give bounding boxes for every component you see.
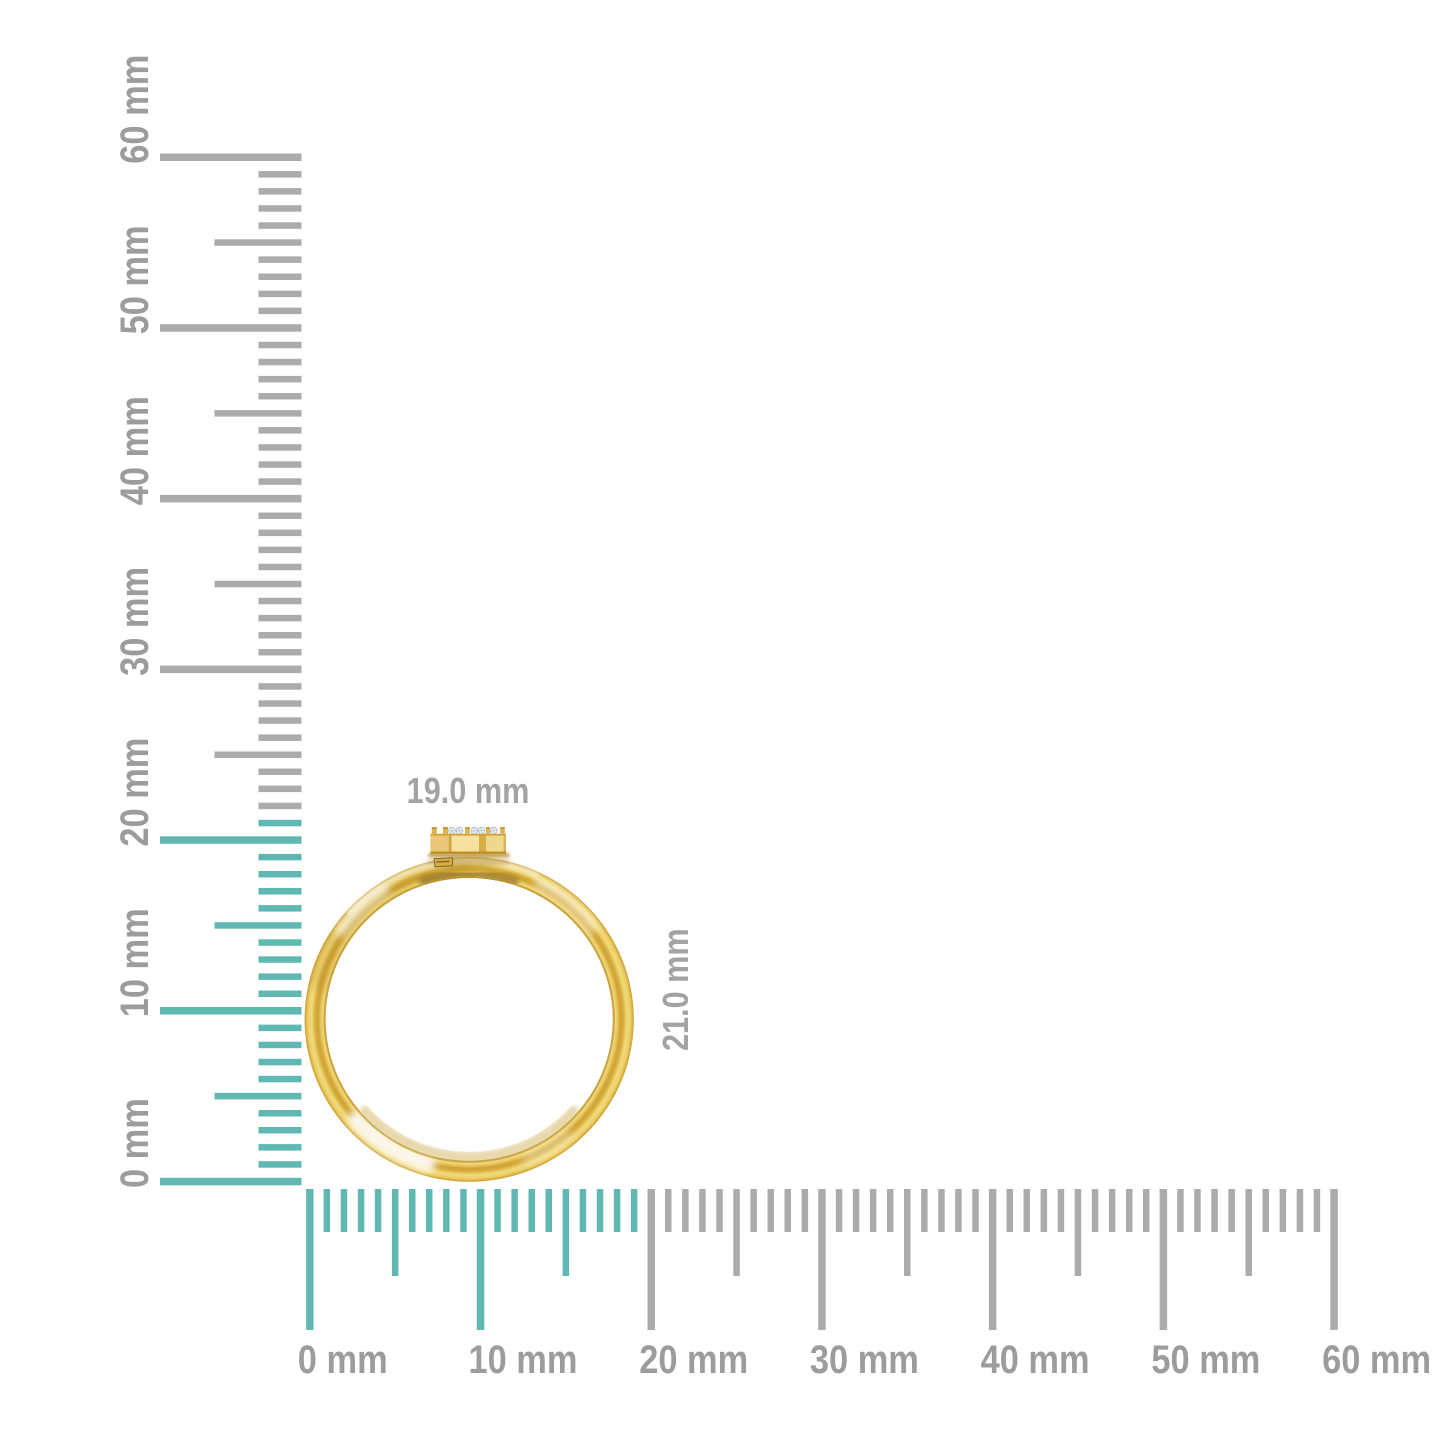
svg-text:20 mm: 20 mm [112,738,157,847]
svg-text:60 mm: 60 mm [112,55,157,164]
svg-text:50 mm: 50 mm [112,225,157,334]
svg-text:40 mm: 40 mm [112,396,157,505]
svg-text:10 mm: 10 mm [469,1337,578,1382]
svg-text:40 mm: 40 mm [981,1337,1090,1382]
svg-text:0 mm: 0 mm [112,1098,157,1188]
svg-text:30 mm: 30 mm [810,1337,919,1382]
svg-text:21.0 mm: 21.0 mm [656,928,697,1051]
svg-text:20 mm: 20 mm [639,1337,748,1382]
svg-text:19.0 mm: 19.0 mm [407,771,530,812]
svg-text:10 mm: 10 mm [112,908,157,1017]
svg-text:60 mm: 60 mm [1322,1337,1431,1382]
svg-text:50 mm: 50 mm [1151,1337,1260,1382]
svg-text:30 mm: 30 mm [112,567,157,676]
svg-text:0 mm: 0 mm [298,1337,388,1382]
